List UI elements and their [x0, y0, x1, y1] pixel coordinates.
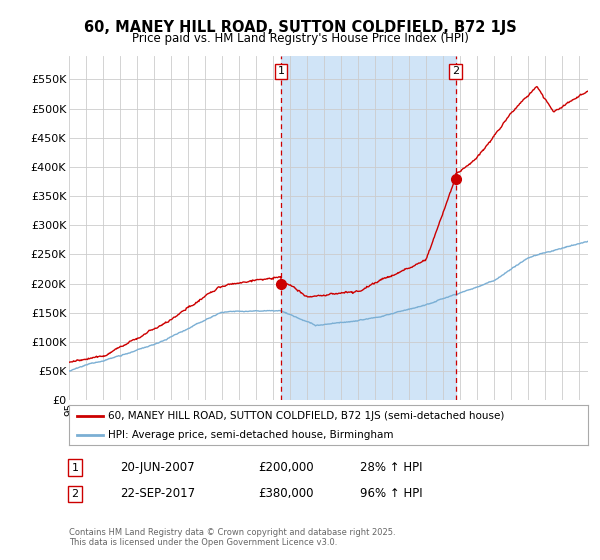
Text: 2: 2 — [452, 66, 460, 76]
Text: 60, MANEY HILL ROAD, SUTTON COLDFIELD, B72 1JS: 60, MANEY HILL ROAD, SUTTON COLDFIELD, B… — [83, 20, 517, 35]
Text: 1: 1 — [71, 463, 79, 473]
Text: 20-JUN-2007: 20-JUN-2007 — [120, 461, 194, 474]
Text: 22-SEP-2017: 22-SEP-2017 — [120, 487, 195, 501]
Text: 96% ↑ HPI: 96% ↑ HPI — [360, 487, 422, 501]
Text: 28% ↑ HPI: 28% ↑ HPI — [360, 461, 422, 474]
Text: 60, MANEY HILL ROAD, SUTTON COLDFIELD, B72 1JS (semi-detached house): 60, MANEY HILL ROAD, SUTTON COLDFIELD, B… — [108, 411, 504, 421]
Text: £380,000: £380,000 — [258, 487, 314, 501]
Text: Contains HM Land Registry data © Crown copyright and database right 2025.
This d: Contains HM Land Registry data © Crown c… — [69, 528, 395, 547]
Text: 2: 2 — [71, 489, 79, 499]
Text: 1: 1 — [278, 66, 284, 76]
Text: HPI: Average price, semi-detached house, Birmingham: HPI: Average price, semi-detached house,… — [108, 430, 394, 440]
Bar — [281, 56, 456, 400]
Text: Price paid vs. HM Land Registry's House Price Index (HPI): Price paid vs. HM Land Registry's House … — [131, 32, 469, 45]
Text: £200,000: £200,000 — [258, 461, 314, 474]
